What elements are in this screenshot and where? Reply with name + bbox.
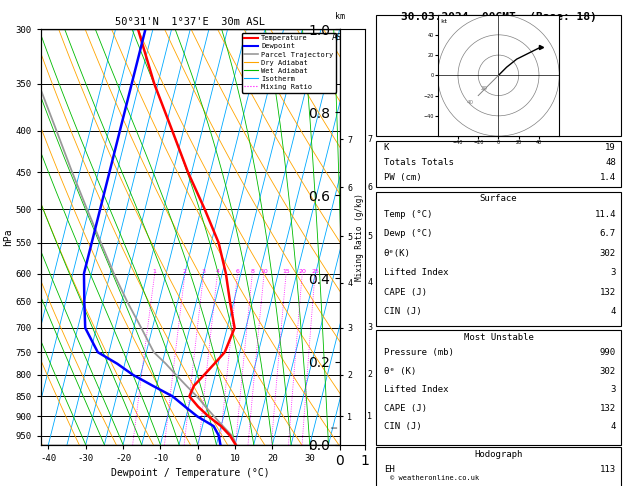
Text: Most Unstable: Most Unstable [464,333,533,342]
Text: Hodograph: Hodograph [474,450,523,459]
Bar [376,330,621,445]
Y-axis label: Mixing Ratio (g/kg): Mixing Ratio (g/kg) [355,193,364,281]
Text: 6.7: 6.7 [600,229,616,239]
Text: 11.4: 11.4 [594,210,616,219]
Text: CAPE (J): CAPE (J) [384,288,426,297]
Text: 25: 25 [311,269,319,274]
Bar [376,15,621,136]
Text: 990: 990 [600,348,616,358]
Text: PW (cm): PW (cm) [384,173,421,182]
Text: 132: 132 [600,288,616,297]
Text: 6: 6 [367,183,372,192]
Text: EH: EH [384,465,394,474]
Text: 3: 3 [611,385,616,395]
Text: 30.03.2024  00GMT  (Base: 18): 30.03.2024 00GMT (Base: 18) [401,12,596,22]
Text: 19: 19 [605,143,616,153]
Y-axis label: hPa: hPa [3,228,13,246]
Text: Lifted Index: Lifted Index [384,385,448,395]
Text: Pressure (mb): Pressure (mb) [384,348,454,358]
Text: 3: 3 [611,268,616,278]
Text: 20: 20 [298,269,306,274]
Text: 3: 3 [367,323,372,332]
Text: 302: 302 [600,367,616,376]
Text: 4: 4 [216,269,220,274]
Text: 2: 2 [367,370,372,380]
Text: Surface: Surface [480,194,517,204]
Text: 2: 2 [183,269,187,274]
Bar [376,192,621,326]
Text: km: km [335,12,345,21]
Text: 48: 48 [605,158,616,167]
Text: K: K [384,143,389,153]
Text: Lifted Index: Lifted Index [384,268,448,278]
Text: 15: 15 [282,269,290,274]
Text: © weatheronline.co.uk: © weatheronline.co.uk [390,475,479,481]
Text: 5: 5 [367,232,372,241]
Text: 1: 1 [367,412,372,421]
Text: LCL: LCL [341,425,353,431]
Text: ASL: ASL [332,34,347,42]
Text: 8: 8 [250,269,254,274]
Bar [376,141,621,187]
Text: θᵉ(K): θᵉ(K) [384,249,411,258]
Text: CIN (J): CIN (J) [384,422,421,432]
Text: 302: 302 [600,249,616,258]
Text: 113: 113 [600,465,616,474]
Text: 1: 1 [153,269,157,274]
Text: 1.4: 1.4 [600,173,616,182]
Text: 4: 4 [611,422,616,432]
Bar [376,447,621,486]
Text: 4: 4 [367,278,372,287]
Text: Temp (°C): Temp (°C) [384,210,432,219]
Text: Totals Totals: Totals Totals [384,158,454,167]
Text: 6: 6 [236,269,240,274]
Legend: Temperature, Dewpoint, Parcel Trajectory, Dry Adiabat, Wet Adiabat, Isotherm, Mi: Temperature, Dewpoint, Parcel Trajectory… [242,33,336,93]
Title: 50°31'N  1°37'E  30m ASL: 50°31'N 1°37'E 30m ASL [115,17,265,27]
Text: 132: 132 [600,404,616,413]
Text: Dewp (°C): Dewp (°C) [384,229,432,239]
Text: θᵉ (K): θᵉ (K) [384,367,416,376]
X-axis label: Dewpoint / Temperature (°C): Dewpoint / Temperature (°C) [111,469,270,478]
Text: 4: 4 [611,307,616,316]
Text: CIN (J): CIN (J) [384,307,421,316]
Text: 10: 10 [260,269,268,274]
Text: 7: 7 [367,135,372,144]
Text: 3: 3 [202,269,206,274]
Text: CAPE (J): CAPE (J) [384,404,426,413]
